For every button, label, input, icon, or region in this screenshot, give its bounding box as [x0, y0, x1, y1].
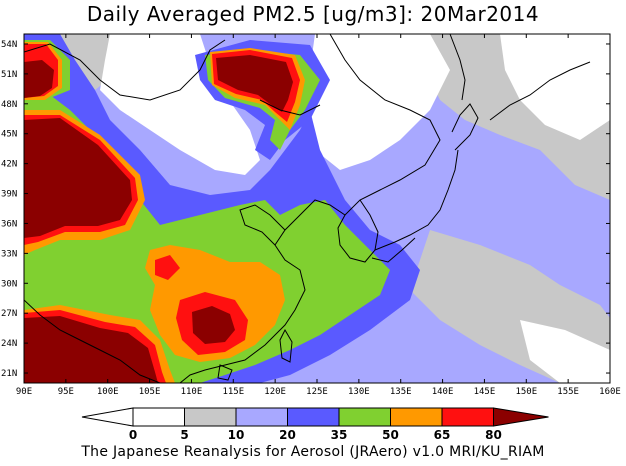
colorbar-label: 0	[129, 428, 137, 442]
lat-tick-label: 51N	[1, 70, 17, 80]
colorbar-label: 50	[382, 428, 399, 442]
lat-tick-label: 48N	[1, 100, 17, 110]
lon-tick-label: 95E	[58, 387, 74, 397]
colorbar-arrow-right	[493, 407, 549, 427]
lon-tick-label: 120E	[264, 387, 286, 397]
lon-tick-label: 145E	[474, 387, 496, 397]
lon-tick-label: 100E	[97, 387, 119, 397]
colorbar: 0 5 10 20 35 50 65 80	[81, 407, 549, 442]
colorbar-label: 20	[279, 428, 296, 442]
colorbar-swatch	[441, 407, 494, 427]
lon-tick-label: 110E	[181, 387, 203, 397]
lon-tick-label: 150E	[515, 387, 537, 397]
field-80-plus-sw	[24, 316, 158, 383]
lon-tick-label: 90E	[16, 387, 32, 397]
lon-tick-label: 140E	[432, 387, 454, 397]
colorbar-swatch	[184, 407, 237, 427]
field-80-plus-north	[216, 55, 293, 112]
lon-tick-label: 105E	[139, 387, 161, 397]
colorbar-swatch	[338, 407, 391, 427]
colorbar-swatch	[132, 407, 185, 427]
colorbar-swatch	[287, 407, 340, 427]
colorbar-label: 80	[485, 428, 502, 442]
coastlines	[24, 34, 591, 383]
lon-axis: 90E 95E 100E 105E 110E 115E 120E 125E 130E 135E 14…	[16, 34, 621, 397]
colorbar-label: 65	[434, 428, 451, 442]
field-0-5-mongolia	[100, 34, 260, 175]
pm25-field	[24, 34, 610, 383]
field-5-10-north	[90, 34, 610, 200]
field-0-5-pacific-south	[520, 320, 610, 383]
field-65-80-central-small	[155, 255, 180, 280]
lat-tick-label: 30N	[1, 279, 17, 289]
lat-tick-label: 45N	[1, 130, 17, 140]
lat-tick-label: 36N	[1, 219, 17, 229]
colorbar-label: 10	[228, 428, 245, 442]
lon-tick-label: 125E	[306, 387, 328, 397]
footer-credit: The Japanese Reanalysis for Aerosol (JRA…	[81, 444, 545, 460]
colorbar-arrow-left	[81, 407, 134, 427]
lat-tick-label: 27N	[1, 309, 17, 319]
colorbar-swatch	[390, 407, 443, 427]
lon-tick-label: 115E	[222, 387, 244, 397]
lat-tick-label: 39N	[1, 190, 17, 200]
lat-tick-label: 24N	[1, 339, 17, 349]
lat-tick-label: 33N	[1, 249, 17, 259]
lon-tick-label: 155E	[557, 387, 579, 397]
map-title: Daily Averaged PM2.5 [ug/m3]: 20Mar2014	[86, 2, 540, 26]
lat-tick-label: 42N	[1, 160, 17, 170]
colorbar-swatch	[235, 407, 288, 427]
colorbar-label: 35	[331, 428, 348, 442]
field-0-5-manchuria	[305, 34, 450, 170]
field-80-plus-nw	[24, 60, 54, 98]
lon-tick-label: 160E	[599, 387, 621, 397]
colorbar-label: 5	[180, 428, 188, 442]
lon-tick-label: 135E	[390, 387, 412, 397]
field-80-plus-central	[192, 306, 235, 344]
lat-tick-label: 21N	[1, 369, 17, 379]
field-0-5-pacific	[500, 34, 610, 140]
lat-axis: 21N 24N 27N 30N 33N 36N 39N 42N 45N 48N 51N 54N	[1, 40, 610, 379]
field-80-plus-west	[24, 118, 132, 238]
lat-tick-label: 54N	[1, 40, 17, 50]
lon-tick-label: 130E	[348, 387, 370, 397]
